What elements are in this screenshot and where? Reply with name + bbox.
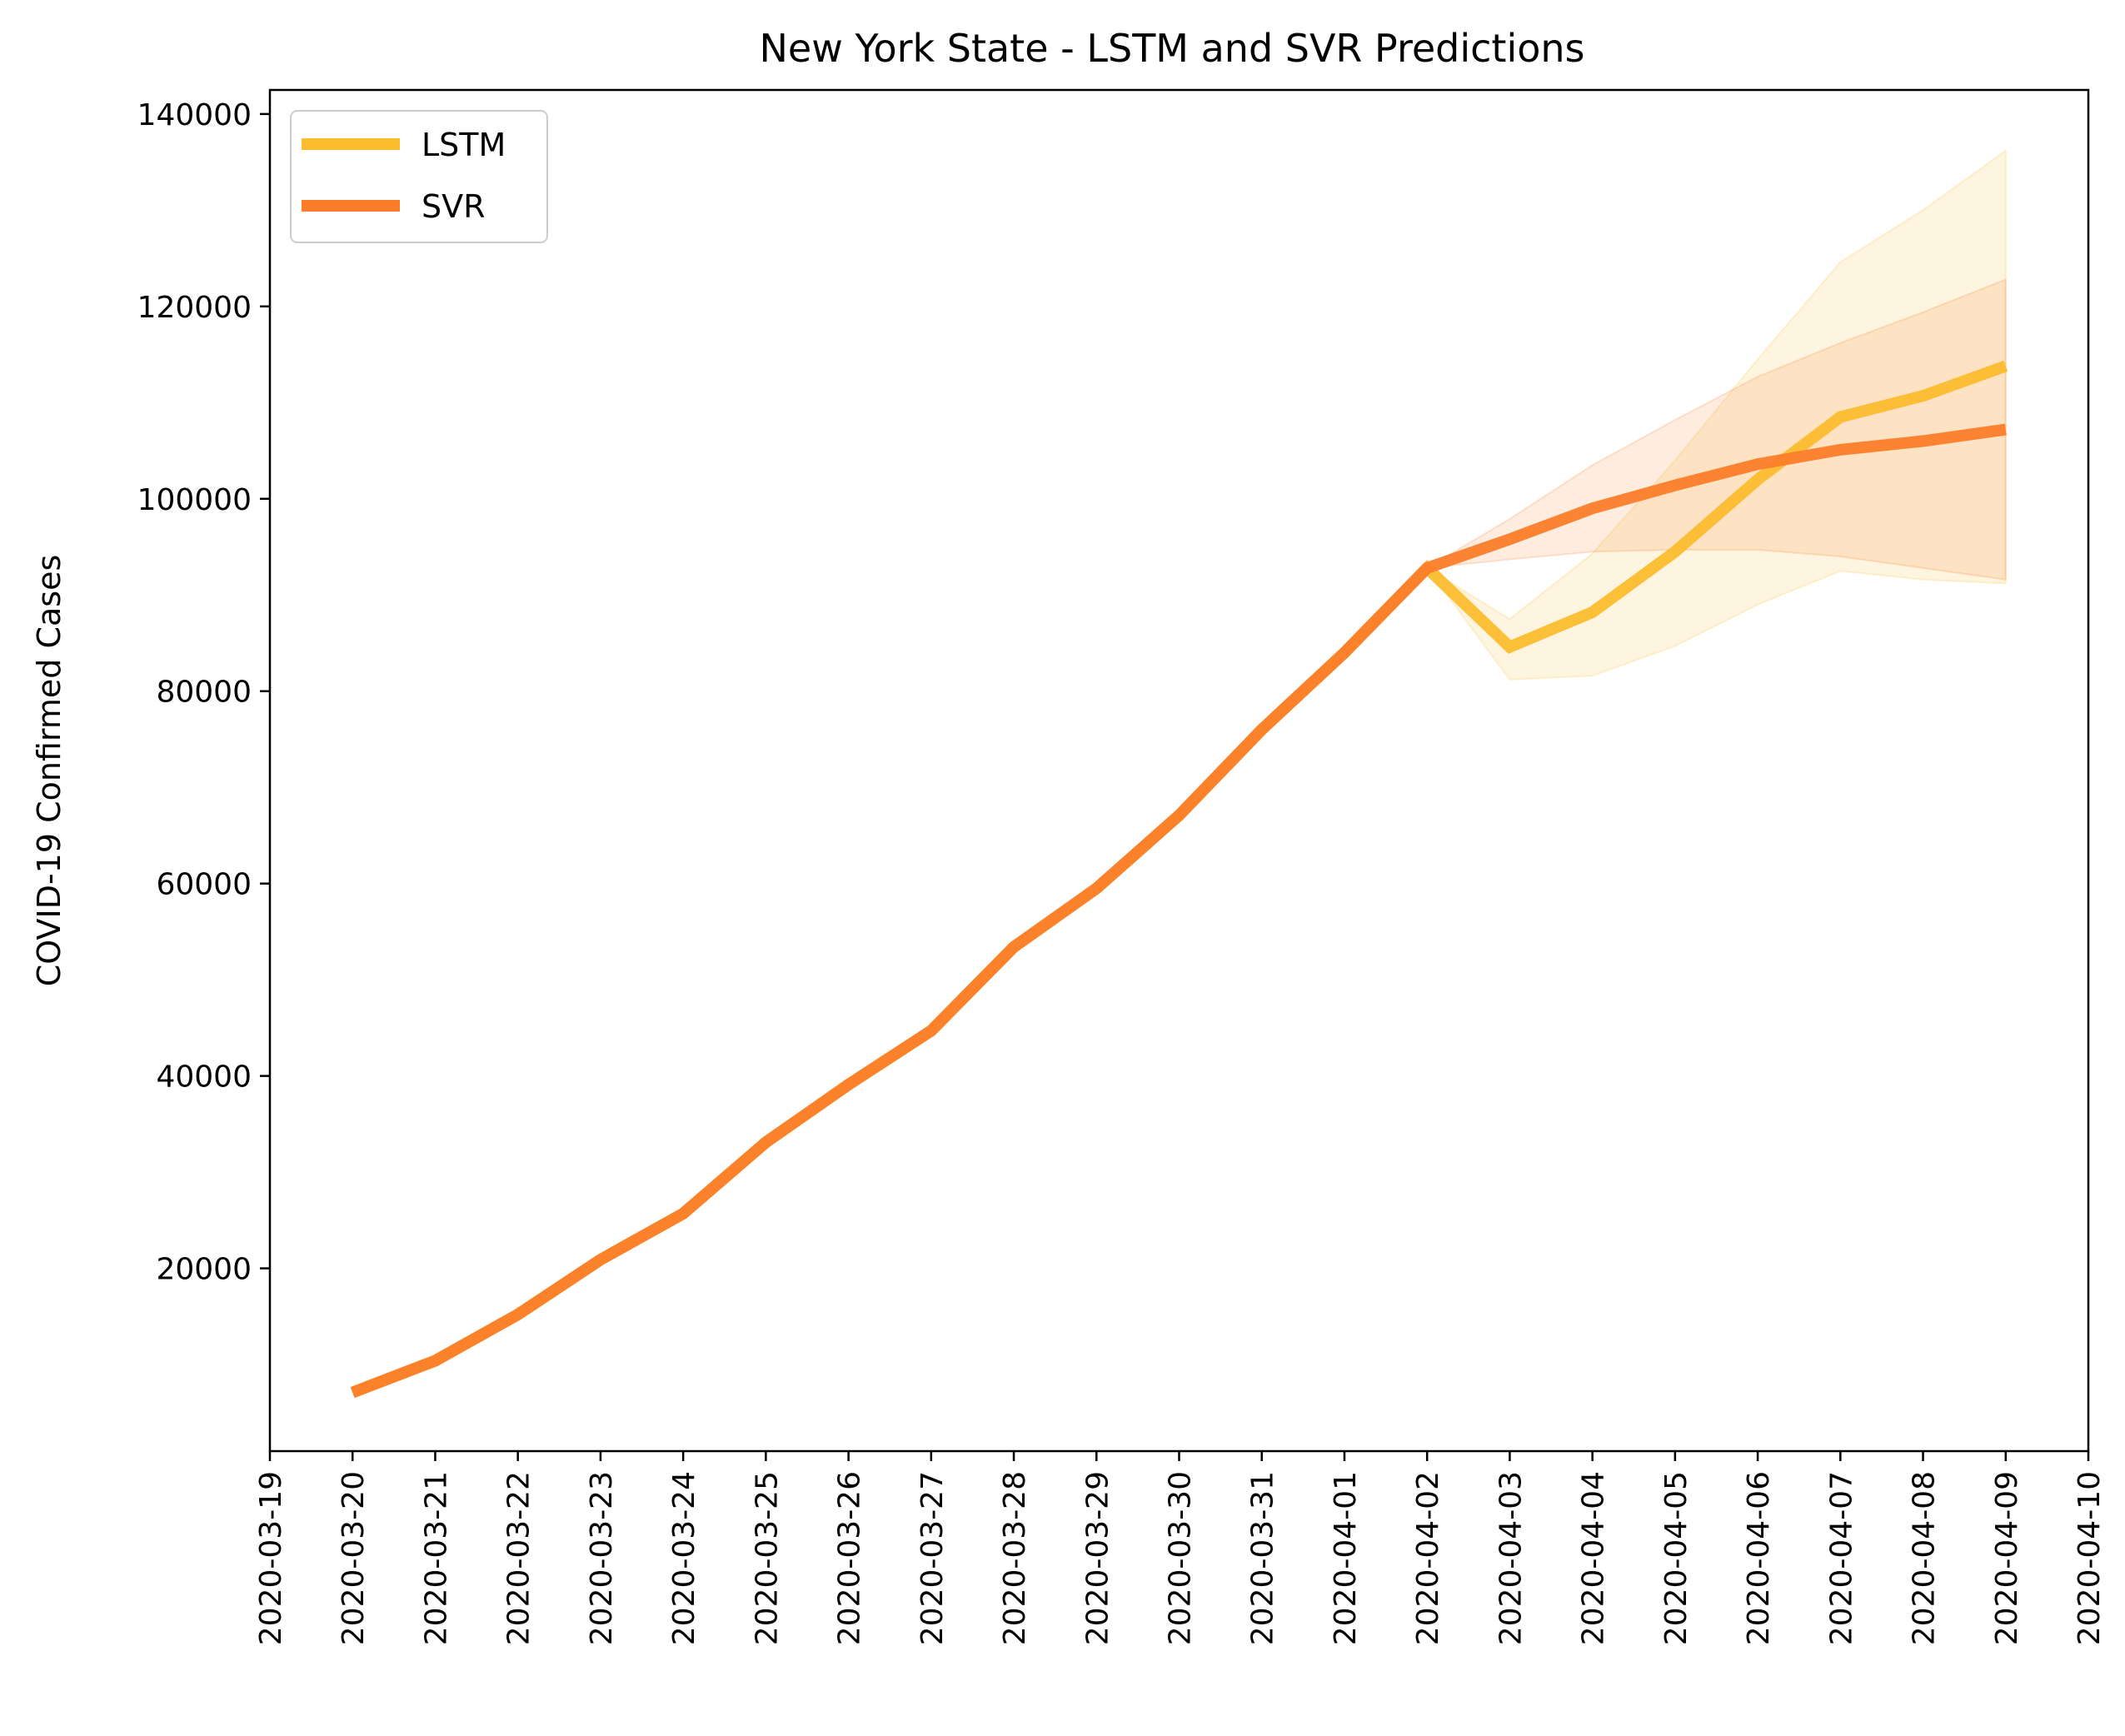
x-tick-label: 2020-03-23 <box>585 1471 619 1645</box>
series-lines <box>350 360 2008 1399</box>
y-tick-label: 140000 <box>137 98 252 132</box>
x-tick-label: 2020-04-09 <box>1990 1471 2024 1645</box>
x-tick-label: 2020-04-08 <box>1908 1471 1942 1645</box>
x-tick-label: 2020-03-27 <box>915 1471 950 1645</box>
x-axis-ticks: 2020-03-19 2020-03-20 2020-03-21 2020-03-22… <box>254 1451 2107 1645</box>
legend-label-svr: SVR <box>422 188 486 225</box>
x-tick-label: 2020-03-31 <box>1246 1471 1280 1645</box>
x-tick-label: 2020-04-03 <box>1494 1471 1528 1645</box>
legend-box <box>290 110 548 243</box>
x-tick-label: 2020-03-26 <box>833 1471 867 1645</box>
y-axis-ticks: 20000 40000 60000 80000 100000 120000 140000 <box>137 98 270 1287</box>
x-tick-label: 2020-03-29 <box>1080 1471 1115 1645</box>
chart-title: New York State - LSTM and SVR Prediction… <box>760 26 1585 71</box>
x-tick-label: 2020-04-05 <box>1659 1471 1694 1645</box>
x-tick-label: 2020-04-02 <box>1411 1471 1445 1645</box>
legend: LSTM SVR <box>290 110 548 243</box>
x-tick-label: 2020-04-06 <box>1742 1471 1776 1645</box>
y-tick-label: 40000 <box>156 1060 252 1095</box>
y-tick-label: 80000 <box>156 676 252 710</box>
x-tick-label: 2020-04-10 <box>2073 1471 2107 1645</box>
x-tick-label: 2020-03-21 <box>420 1471 454 1645</box>
y-tick-label: 60000 <box>156 868 252 902</box>
x-tick-label: 2020-03-20 <box>337 1471 371 1645</box>
y-tick-label: 100000 <box>137 483 252 517</box>
x-tick-label: 2020-04-04 <box>1577 1471 1611 1645</box>
x-tick-label: 2020-03-22 <box>502 1471 536 1645</box>
x-tick-label: 2020-03-25 <box>750 1471 784 1645</box>
x-tick-label: 2020-03-30 <box>1164 1471 1198 1645</box>
legend-label-lstm: LSTM <box>422 127 506 163</box>
x-tick-label: 2020-03-19 <box>254 1471 288 1645</box>
confidence-bands <box>1426 148 2007 681</box>
x-tick-label: 2020-03-28 <box>998 1471 1032 1645</box>
x-tick-label: 2020-04-01 <box>1329 1471 1363 1645</box>
series-line-svr <box>350 423 2007 1399</box>
x-tick-label: 2020-04-07 <box>1824 1471 1858 1645</box>
y-tick-label: 20000 <box>156 1253 252 1287</box>
x-tick-label: 2020-03-24 <box>667 1471 701 1645</box>
y-tick-label: 120000 <box>137 291 252 325</box>
y-axis-label: COVID-19 Confirmed Cases <box>31 555 67 987</box>
